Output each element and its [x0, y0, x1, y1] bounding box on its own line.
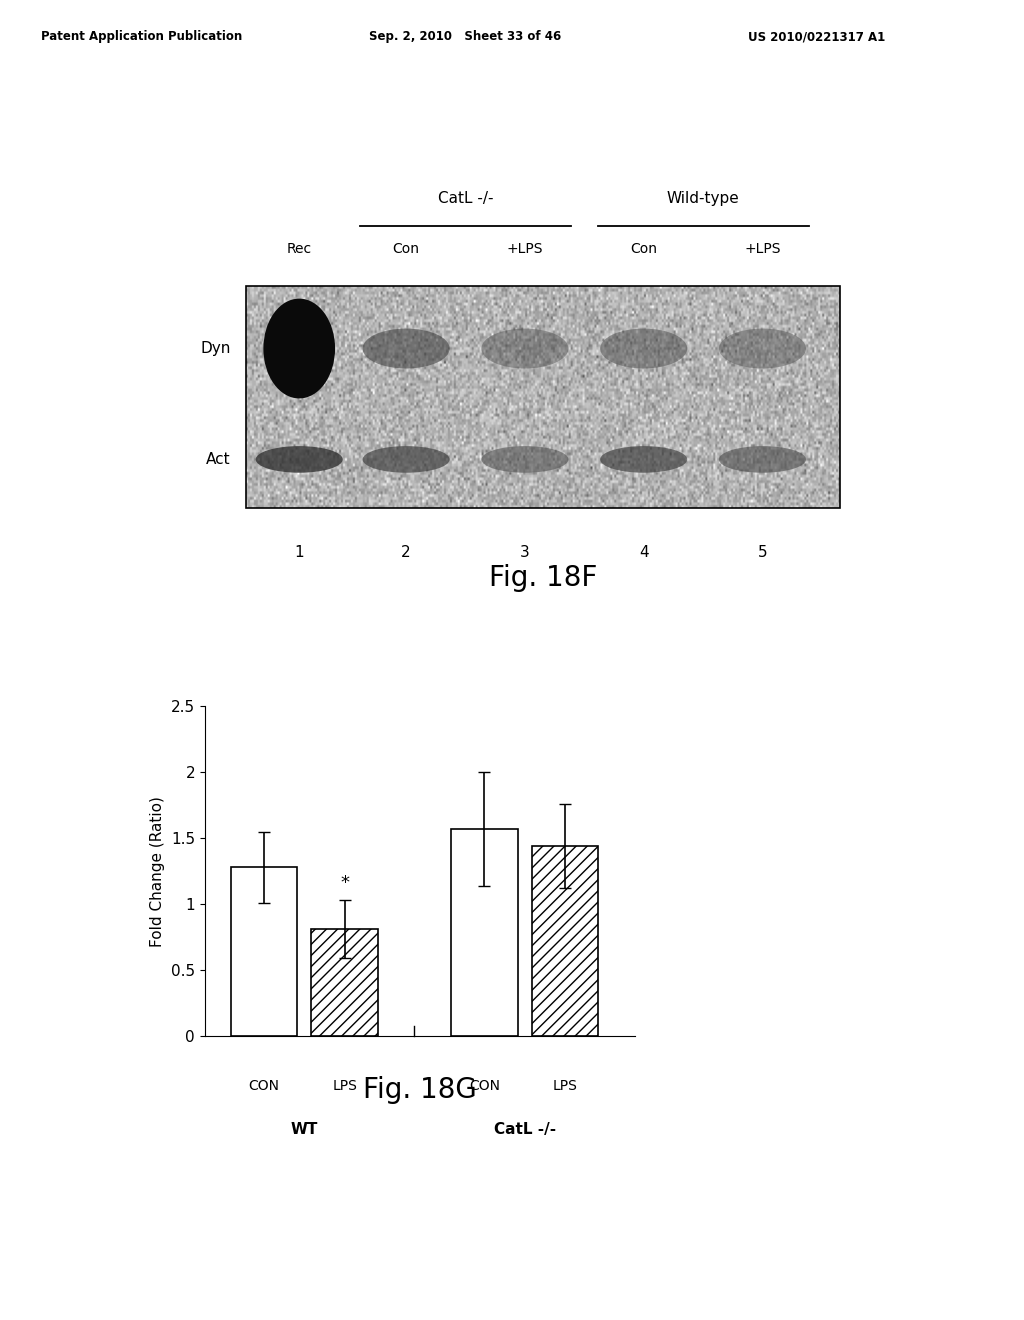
- Text: 5: 5: [758, 545, 767, 560]
- Text: 2: 2: [401, 545, 411, 560]
- Text: Fig. 18G: Fig. 18G: [362, 1076, 477, 1104]
- Text: Patent Application Publication: Patent Application Publication: [41, 30, 243, 44]
- Text: US 2010/0221317 A1: US 2010/0221317 A1: [748, 30, 885, 44]
- Ellipse shape: [719, 329, 806, 368]
- Ellipse shape: [600, 329, 687, 368]
- Text: *: *: [340, 874, 349, 892]
- Text: Rec: Rec: [287, 243, 311, 256]
- Text: CON: CON: [249, 1080, 280, 1093]
- Text: +LPS: +LPS: [507, 243, 543, 256]
- Text: Con: Con: [392, 243, 420, 256]
- Ellipse shape: [600, 446, 687, 473]
- Bar: [311, 929, 378, 1036]
- Text: Con: Con: [630, 243, 657, 256]
- Bar: [230, 867, 297, 1036]
- Text: Dyn: Dyn: [200, 341, 230, 356]
- Text: 4: 4: [639, 545, 648, 560]
- Bar: [246, 286, 840, 508]
- Text: CON: CON: [469, 1080, 500, 1093]
- Text: Wild-type: Wild-type: [667, 190, 739, 206]
- Ellipse shape: [481, 446, 568, 473]
- Ellipse shape: [481, 329, 568, 368]
- Text: LPS: LPS: [332, 1080, 357, 1093]
- Bar: [451, 829, 518, 1036]
- Ellipse shape: [256, 446, 343, 473]
- Text: 3: 3: [520, 545, 529, 560]
- Text: Act: Act: [206, 451, 230, 467]
- Ellipse shape: [362, 446, 450, 473]
- Text: CatL -/-: CatL -/-: [438, 190, 494, 206]
- Text: +LPS: +LPS: [744, 243, 780, 256]
- Text: 1: 1: [295, 545, 304, 560]
- Bar: [531, 846, 598, 1036]
- Text: Sep. 2, 2010   Sheet 33 of 46: Sep. 2, 2010 Sheet 33 of 46: [369, 30, 561, 44]
- Text: Fig. 18F: Fig. 18F: [488, 564, 597, 591]
- Ellipse shape: [362, 329, 450, 368]
- Y-axis label: Fold Change (Ratio): Fold Change (Ratio): [151, 796, 166, 946]
- Ellipse shape: [263, 298, 335, 399]
- Text: LPS: LPS: [553, 1080, 578, 1093]
- Text: CatL -/-: CatL -/-: [494, 1122, 556, 1137]
- Text: WT: WT: [291, 1122, 317, 1137]
- Ellipse shape: [719, 446, 806, 473]
